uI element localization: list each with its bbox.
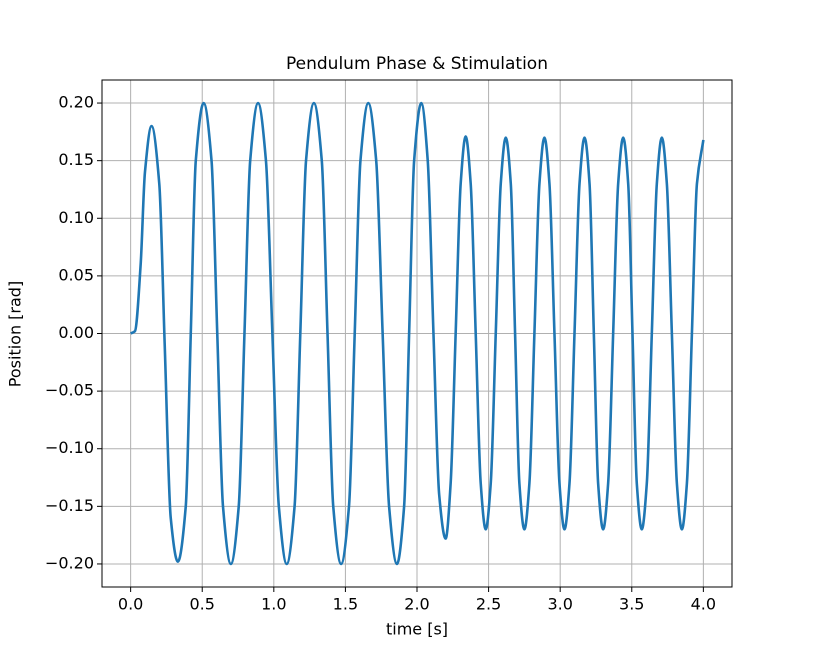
x-tick-label: 3.0 xyxy=(547,595,572,614)
x-axis-label: time [s] xyxy=(386,620,448,639)
chart-title: Pendulum Phase & Stimulation xyxy=(286,54,548,74)
y-tick-label: −0.10 xyxy=(45,438,94,457)
y-tick-label: 0.05 xyxy=(58,265,94,284)
x-tick-label: 3.5 xyxy=(619,595,644,614)
data-line xyxy=(130,101,705,566)
y-axis-label: Position [rad] xyxy=(6,281,25,387)
y-tick-label: −0.20 xyxy=(45,553,94,572)
x-tick-label: 1.0 xyxy=(261,595,286,614)
x-tick-label: 0.0 xyxy=(118,595,143,614)
x-tick-label: 2.5 xyxy=(476,595,501,614)
y-tick-label: 0.00 xyxy=(58,323,94,342)
y-tick-label: 0.15 xyxy=(58,150,94,169)
x-tick-label: 4.0 xyxy=(691,595,716,614)
plot-frame xyxy=(101,79,733,588)
x-tick-label: 0.5 xyxy=(190,595,215,614)
y-tick-label: 0.10 xyxy=(58,208,94,227)
y-tick-label: −0.05 xyxy=(45,381,94,400)
x-tick-label: 2.0 xyxy=(404,595,429,614)
y-tick-label: 0.20 xyxy=(58,93,94,112)
x-tick-label: 1.5 xyxy=(333,595,358,614)
y-tick-label: −0.15 xyxy=(45,496,94,515)
